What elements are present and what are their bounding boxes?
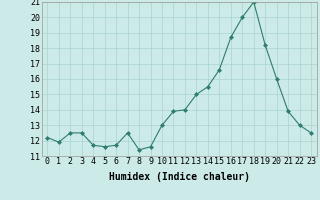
X-axis label: Humidex (Indice chaleur): Humidex (Indice chaleur) [109,172,250,182]
